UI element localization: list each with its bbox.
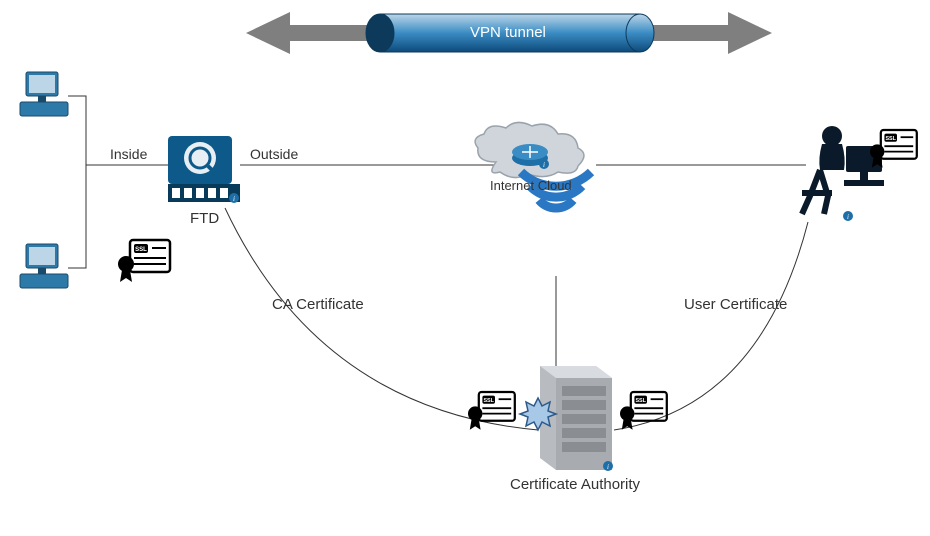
ssl-badge-ftd-icon: SSL: [118, 240, 170, 282]
ssl-badge-user-icon: SSL: [870, 130, 917, 168]
ca-cert-label: CA Certificate: [272, 296, 364, 313]
svg-text:SSL: SSL: [885, 136, 896, 142]
lan-lines: [68, 96, 168, 268]
internet-cloud-icon: i: [475, 122, 584, 177]
ftd-ca-curve: [225, 208, 538, 430]
ssl-badge-ca-left-icon: SSL: [468, 392, 515, 430]
inside-label: Inside: [110, 146, 147, 162]
svg-text:i: i: [233, 195, 235, 203]
svg-text:SSL: SSL: [135, 247, 147, 253]
svg-text:i: i: [847, 213, 849, 221]
workstation-bottom-icon: [20, 244, 68, 288]
ca-label: Certificate Authority: [510, 476, 640, 493]
svg-text:i: i: [543, 161, 545, 169]
ca-server-icon: i: [540, 366, 613, 471]
cloud-label: Internet Cloud: [490, 178, 572, 193]
vpn-tunnel-label: VPN tunnel: [470, 24, 546, 41]
vpn-tunnel-arrow-right: [640, 12, 772, 54]
ftd-label: FTD: [190, 210, 219, 227]
svg-text:i: i: [607, 463, 609, 471]
ca-badge-icon: [520, 398, 556, 430]
svg-text:SSL: SSL: [483, 398, 494, 404]
workstation-top-icon: [20, 72, 68, 116]
user-cert-label: User Certificate: [684, 296, 787, 313]
outside-label: Outside: [250, 146, 298, 162]
ssl-badge-ca-right-icon: SSL: [620, 392, 667, 430]
vpn-tunnel-arrow-left: [246, 12, 380, 54]
ftd-icon: i: [168, 136, 240, 203]
svg-text:SSL: SSL: [635, 398, 646, 404]
user-ca-curve: [614, 222, 808, 430]
remote-user-icon: i: [802, 126, 884, 221]
